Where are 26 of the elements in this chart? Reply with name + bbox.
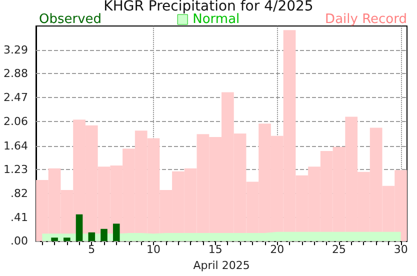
- text: Observed: [39, 12, 102, 27]
- y-tick-label: 2.88: [4, 67, 28, 80]
- y-tick-label: 1.23: [4, 163, 28, 176]
- y-tick-label: .41: [10, 210, 28, 224]
- text: Daily Record: [325, 12, 408, 27]
- x-tick-label: 20: [270, 243, 284, 256]
- y-tick-label: .00: [10, 234, 28, 248]
- y-tick-label: 2.06: [4, 114, 28, 128]
- bar: [76, 214, 83, 242]
- bar: [51, 238, 58, 242]
- chart-title: KHGR Precipitation for 4/2025: [104, 0, 314, 14]
- x-axis-title: April 2025: [193, 259, 250, 272]
- bar: [100, 228, 108, 242]
- x-tick-label: 25: [332, 243, 346, 256]
- y-tick-label: 1.64: [4, 139, 28, 152]
- y-tick-label: .82: [10, 186, 28, 200]
- x-tick-label: 15: [208, 243, 222, 256]
- bar: [64, 238, 70, 242]
- x-tick-label: 30: [394, 243, 408, 256]
- y-tick-label: 3.29: [4, 43, 28, 56]
- y-tick-label: 2.47: [4, 91, 28, 104]
- x-tick-label: 5: [88, 243, 96, 256]
- x-tick-label: 10: [146, 243, 160, 256]
- bar: [88, 232, 96, 242]
- bar: [112, 224, 120, 242]
- legend-label: Normal: [192, 12, 240, 27]
